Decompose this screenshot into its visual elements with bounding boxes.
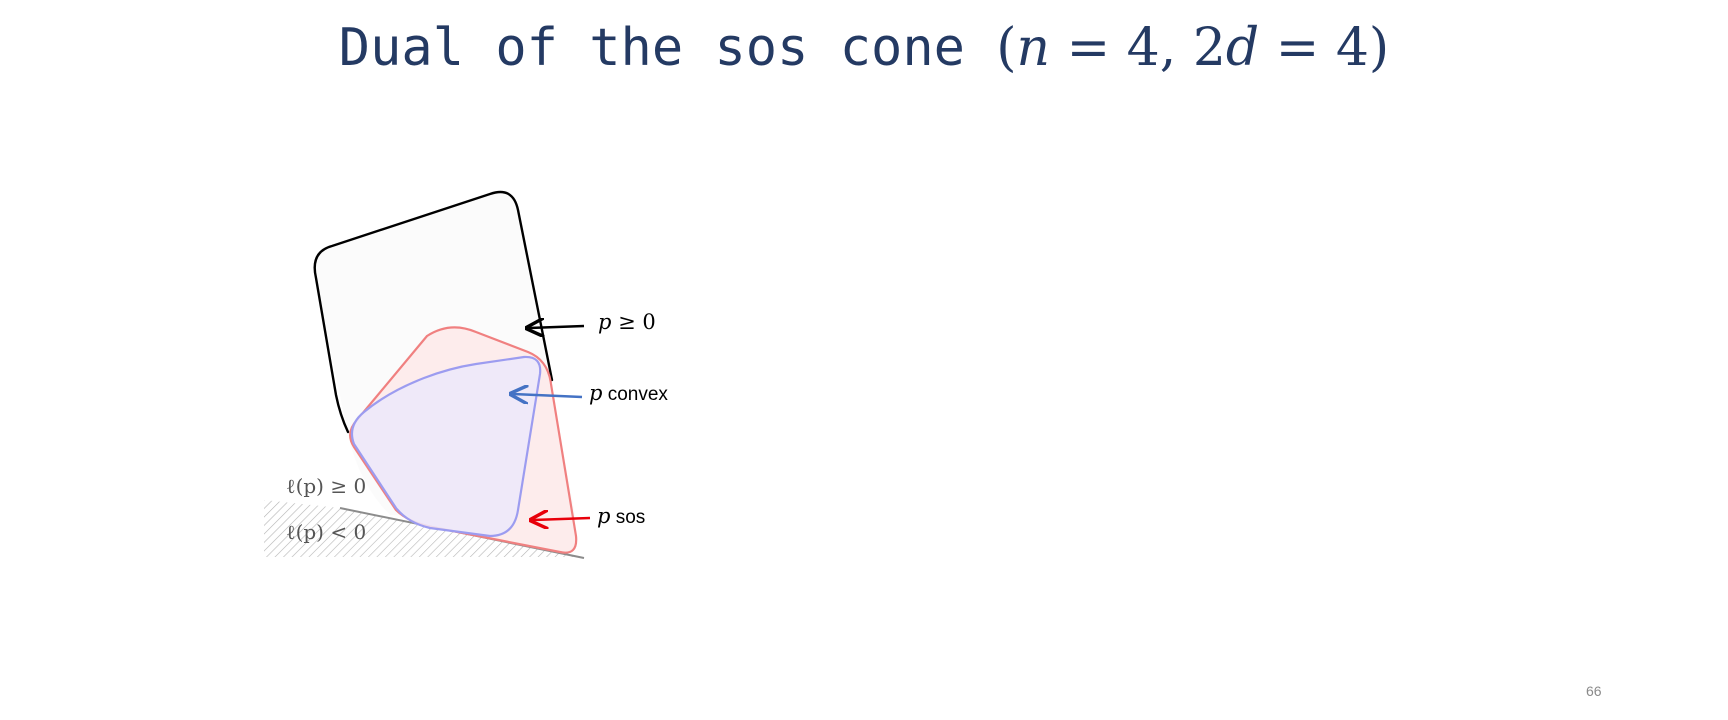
slide-title-math: (n = 4, 2d = 4) xyxy=(996,18,1389,78)
sos-label-text: sos xyxy=(610,507,645,528)
convex-label-text: convex xyxy=(602,384,668,405)
sos-arrow xyxy=(533,518,591,520)
nonneg-label: p ≥ 0 xyxy=(598,310,656,334)
title-math-open: ( xyxy=(996,18,1017,78)
slide-title-text: Dual of the sos cone xyxy=(338,18,965,78)
page-number: 66 xyxy=(1586,683,1602,699)
halfspace-positive-label: ℓ(p) ≥ 0 xyxy=(286,474,366,498)
nonneg-arrow xyxy=(529,326,585,328)
nonneg-label-var: p xyxy=(598,310,611,334)
title-math-mid: = 4, 2 xyxy=(1050,18,1226,78)
convex-arrow xyxy=(513,394,583,397)
sos-label-var: p xyxy=(597,504,610,528)
convex-label: p convex xyxy=(589,381,668,405)
convex-cone-region xyxy=(350,355,542,538)
nonnegative-cone-outline xyxy=(313,190,554,434)
sos-label: p sos xyxy=(597,504,645,528)
title-math-d: d xyxy=(1225,18,1260,78)
title-math-close: = 4) xyxy=(1259,18,1390,78)
title-math-n: n xyxy=(1016,18,1051,78)
nonneg-label-rel: ≥ 0 xyxy=(611,310,655,334)
halfspace-negative-label: ℓ(p) < 0 xyxy=(286,520,366,544)
convex-label-var: p xyxy=(589,381,602,405)
slide-title: Dual of the sos cone (n = 4, 2d = 4) xyxy=(0,18,1728,78)
negative-halfspace-region xyxy=(264,500,580,557)
